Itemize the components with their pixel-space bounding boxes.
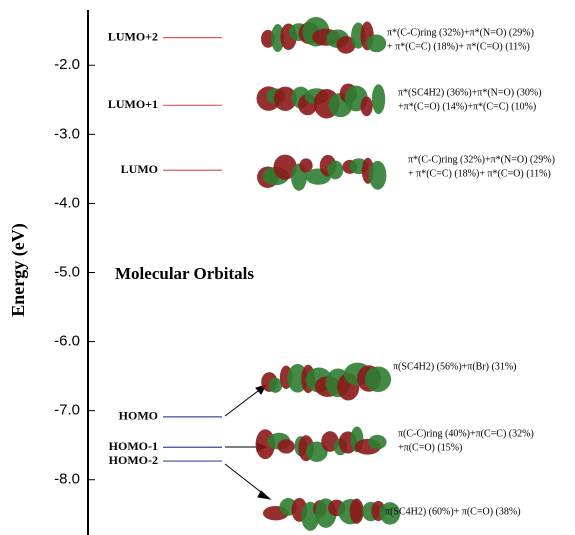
composition: π(C-C)ring (40%)+π(C=C) (32%) xyxy=(398,428,534,439)
composition: π*(SC4H2) (36%)+π*(N=O) (30%) xyxy=(398,87,542,98)
orbital-lobe xyxy=(372,84,385,114)
orbital-lobe xyxy=(367,34,387,52)
orbital-lobe xyxy=(368,435,386,450)
orbital-lobe xyxy=(278,439,295,453)
composition: + π*(C=C) (18%)+ π*(C=O) (11%) xyxy=(408,168,551,179)
orbital-lobe xyxy=(369,161,386,190)
arrow xyxy=(225,388,262,416)
level-label: HOMO xyxy=(119,409,158,423)
y-tick-label: -8.0 xyxy=(54,471,80,488)
y-tick-label: -3.0 xyxy=(54,125,80,142)
y-tick-label: -6.0 xyxy=(54,333,80,350)
orbital-lobe xyxy=(350,499,364,524)
composition: +π*(C=O) (14%)+π*(C=C) (10%) xyxy=(398,101,536,112)
y-tick-label: -4.0 xyxy=(54,194,80,211)
y-tick-label: -2.0 xyxy=(54,56,80,73)
level-label: HOMO-2 xyxy=(109,453,158,467)
composition: π*(C-C)ring (32%)+π*(N=O) (29%) xyxy=(387,27,534,38)
arrowhead xyxy=(258,491,270,499)
orbital-lobe xyxy=(361,97,373,117)
orbital-lobe xyxy=(328,161,344,180)
level-label: LUMO xyxy=(121,162,158,176)
composition: π*(C-C)ring (32%)+π*(N=O) (29%) xyxy=(408,154,555,165)
orbital-lobe xyxy=(365,366,391,392)
composition: + π*(C=C) (18%)+ π*(C=O) (11%) xyxy=(387,41,530,52)
y-axis-label: Energy (eV) xyxy=(8,223,29,316)
level-label: LUMO+2 xyxy=(108,29,158,43)
composition: π(SC4H2) (60%)+ π(C=O) (38%) xyxy=(385,506,521,517)
chart-title: Molecular Orbitals xyxy=(115,264,254,283)
composition: +π(C=O) (15%) xyxy=(398,442,462,453)
level-label: LUMO+1 xyxy=(108,97,158,111)
y-tick-label: -5.0 xyxy=(54,263,80,280)
level-label: HOMO-1 xyxy=(109,439,158,453)
arrow xyxy=(225,464,266,496)
composition: π(SC4H2) (56%)+π(Br) (31%) xyxy=(393,361,517,372)
chart: Energy (eV) Molecular Orbitals -2.0 -3.0 -… xyxy=(0,0,575,535)
y-tick-label: -7.0 xyxy=(54,402,80,419)
